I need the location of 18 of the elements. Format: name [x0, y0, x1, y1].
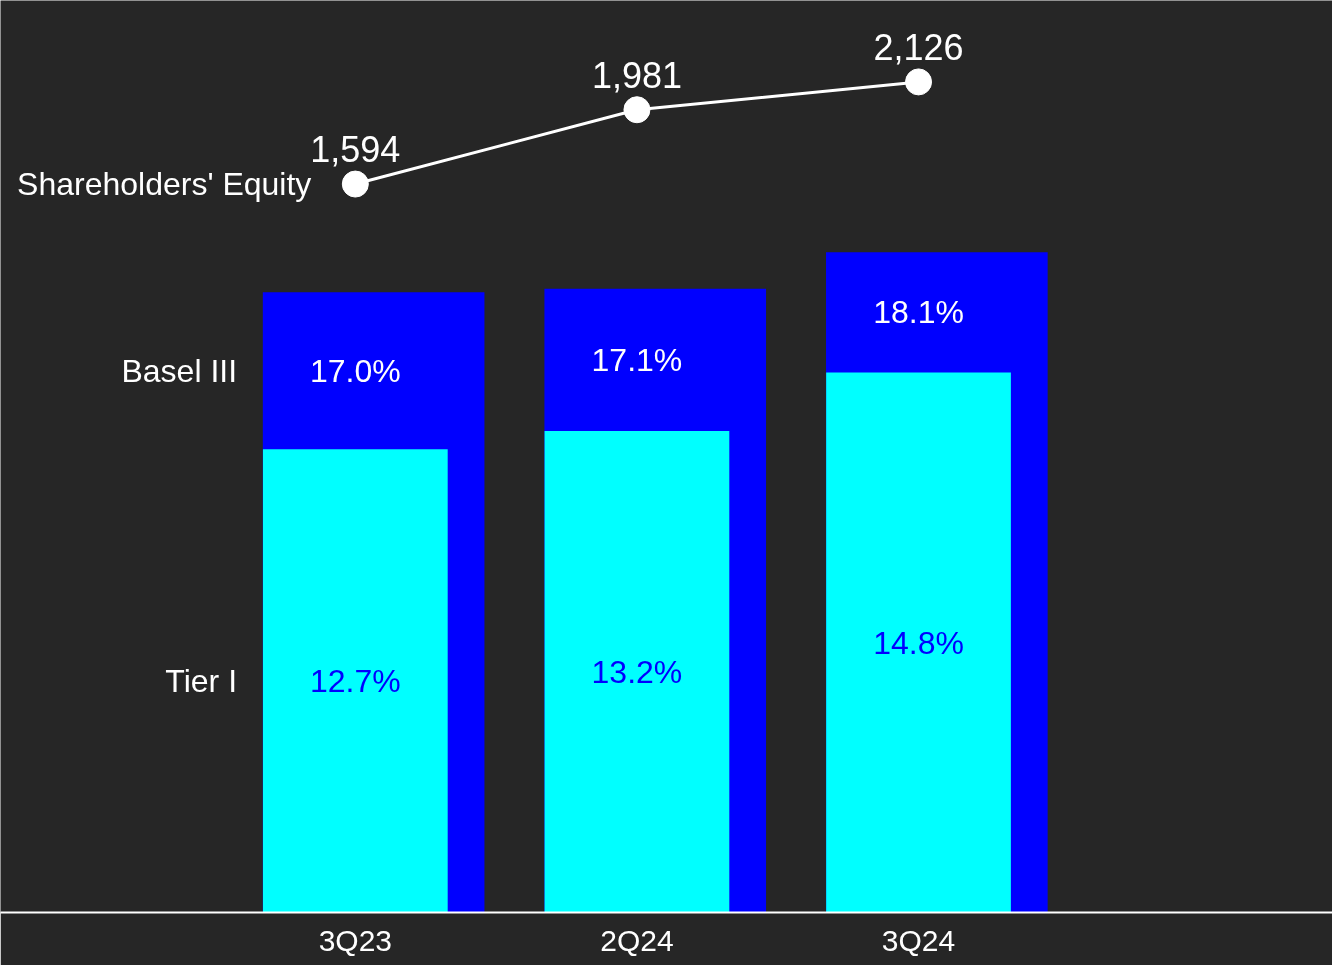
bar: [826, 372, 1011, 913]
data-label: 18.1%: [873, 294, 964, 331]
data-label: 13.2%: [591, 653, 683, 690]
data-label: 1,594: [310, 129, 401, 171]
data-label: 12.7%: [309, 662, 401, 699]
series-label: Shareholders' Equity: [17, 166, 312, 203]
x-tick-label: 2Q24: [600, 923, 674, 957]
x-tick-label: 3Q24: [881, 923, 956, 957]
data-label: 2,126: [873, 26, 964, 68]
series-label: Tier I: [165, 662, 238, 699]
data-label: 14.8%: [873, 624, 964, 661]
series-label: Basel III: [121, 352, 238, 389]
data-label: 1,981: [591, 54, 682, 96]
bar: [262, 449, 448, 913]
data-label: 17.1%: [591, 341, 683, 378]
data-label: 17.0%: [309, 352, 401, 389]
bar: [544, 430, 730, 913]
x-tick-label: 3Q23: [318, 923, 393, 957]
